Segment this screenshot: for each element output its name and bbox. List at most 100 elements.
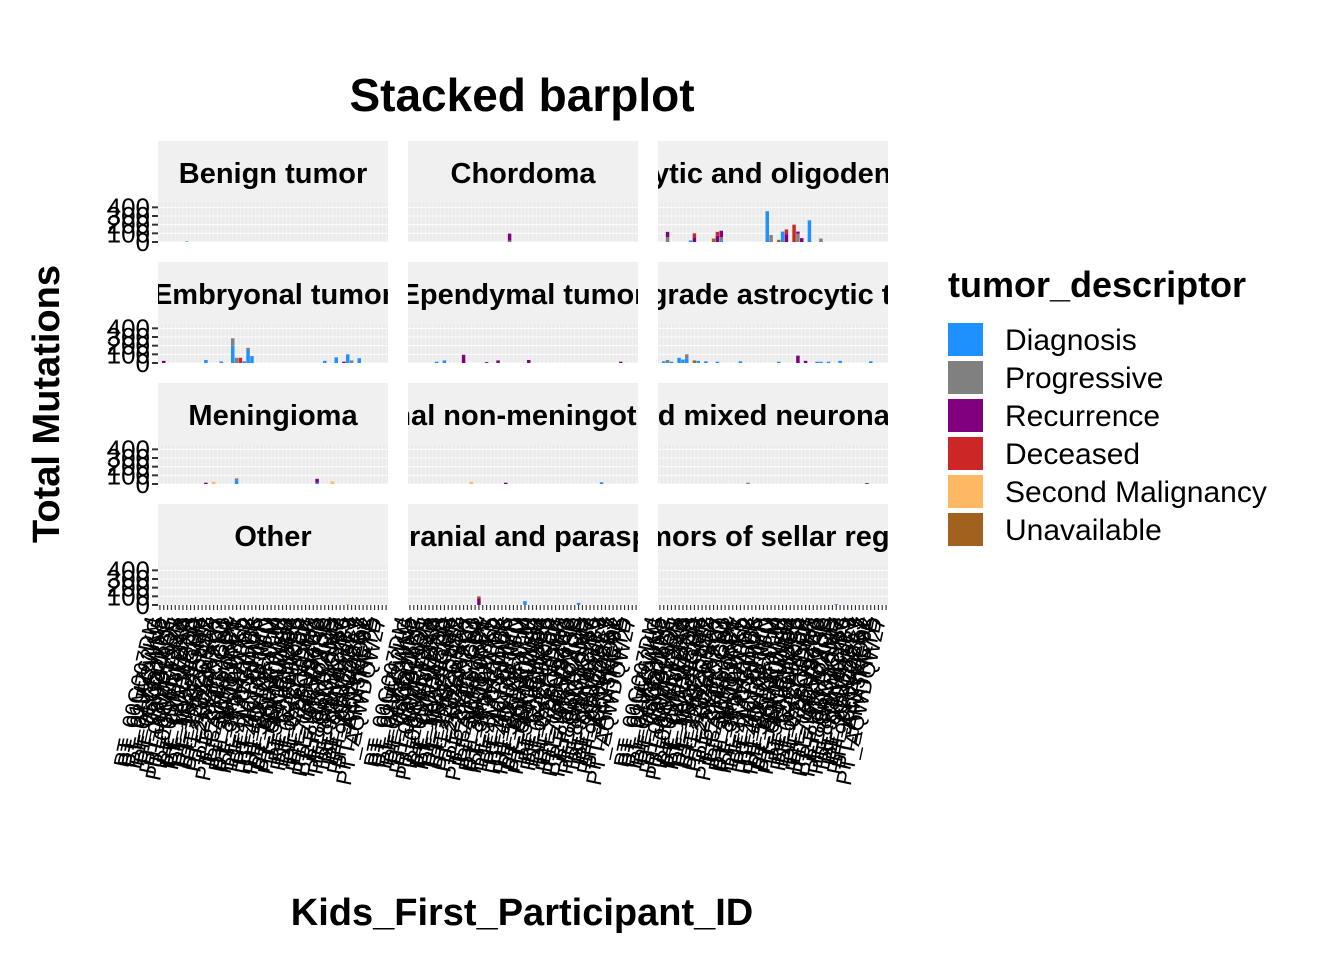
bar-segment-second-malignancy bbox=[469, 481, 473, 484]
bar-segment-deceased bbox=[784, 229, 789, 235]
facet-strip bbox=[658, 262, 888, 324]
bar-segment-deceased bbox=[792, 224, 796, 242]
facet-neuronal-and-mixed-neuronal-glial-tumor: Neuronal and mixed neuronal-glial tumor bbox=[490, 383, 1056, 485]
facet-plot-background bbox=[158, 445, 388, 484]
legend-swatch-recurrence bbox=[948, 399, 983, 432]
facet-chordoma: Chordoma bbox=[408, 141, 638, 243]
bar-segment-progressive bbox=[769, 235, 773, 242]
legend-label-deceased: Deceased bbox=[1005, 438, 1140, 471]
bar-segment-recurrence bbox=[715, 235, 720, 242]
legend-label-recurrence: Recurrence bbox=[1005, 400, 1160, 433]
legend-label-diagnosis: Diagnosis bbox=[1005, 324, 1137, 357]
bar-segment-diagnosis bbox=[599, 482, 604, 484]
facet-strip-label: Tumors of cranial and paraspinal nerves bbox=[245, 521, 800, 553]
bar-segment-recurrence bbox=[803, 360, 808, 363]
bar-segment-recurrence bbox=[477, 598, 481, 605]
y-tick-label: 200 bbox=[107, 331, 150, 361]
bar-segment-deceased bbox=[715, 231, 720, 236]
facet-strip-label: Ependymal tumor bbox=[401, 279, 646, 311]
facet-plot-background bbox=[408, 324, 638, 363]
y-tick-label: 0 bbox=[136, 590, 150, 620]
bar-segment-diagnosis bbox=[662, 361, 666, 363]
bar-segment-diagnosis bbox=[715, 361, 720, 363]
y-tick-label: 100 bbox=[107, 339, 150, 369]
bar-segment-unavailable bbox=[477, 596, 481, 599]
legend-items: Diagnosis Progressive Recurrence Deceased Se… bbox=[948, 323, 1267, 547]
bar-segment-deceased bbox=[238, 357, 243, 363]
y-tick-label: 200 bbox=[107, 452, 150, 482]
bar-segment-recurrence bbox=[796, 231, 800, 234]
bar-segment-progressive bbox=[349, 360, 354, 363]
bar-segment-diagnosis bbox=[719, 240, 723, 242]
bar-segment-diagnosis bbox=[838, 360, 842, 363]
bar-segment-diagnosis bbox=[677, 357, 681, 363]
y-tick-label: 400 bbox=[107, 192, 150, 222]
bar-segment-diagnosis bbox=[576, 602, 581, 605]
facet-strip bbox=[408, 504, 638, 566]
facet-strip-label: Chordoma bbox=[451, 158, 597, 190]
facet-plot-background bbox=[658, 445, 888, 484]
bar-segment-diagnosis bbox=[234, 480, 239, 484]
y-axis-title: Total Mutations bbox=[26, 265, 68, 543]
bar-segment-unavailable bbox=[777, 239, 781, 242]
y-tick-label: 100 bbox=[107, 581, 150, 611]
bar-segment-recurrence bbox=[162, 360, 166, 363]
bar-segment-progressive bbox=[719, 237, 723, 241]
bar-segment-diagnosis bbox=[696, 360, 700, 363]
bar-segment-diagnosis bbox=[185, 241, 189, 242]
bar-segment-progressive bbox=[246, 347, 250, 350]
bar-segment-diagnosis bbox=[357, 358, 361, 363]
bar-segment-recurrence bbox=[784, 234, 789, 242]
bar-segment-recurrence bbox=[461, 354, 466, 363]
facet-plot-background bbox=[658, 566, 888, 605]
bar-segment-second-malignancy bbox=[346, 604, 350, 605]
legend: tumor_descriptor Diagnosis Progressive Rec… bbox=[948, 264, 1267, 547]
facet-ependymal-tumor: Ependymal tumor bbox=[401, 262, 646, 364]
facet-panels: Benign tumor0100200300400ChordomaDiffuse… bbox=[107, 141, 1056, 787]
legend-label-unavailable: Unavailable bbox=[1005, 514, 1162, 547]
legend-swatch-unavailable bbox=[948, 513, 983, 546]
facet-strip-label: Meningioma bbox=[188, 400, 358, 432]
legend-swatch-deceased bbox=[948, 437, 983, 470]
bar-segment-deceased bbox=[692, 233, 697, 238]
bar-segment-progressive bbox=[819, 238, 823, 242]
facet-strip bbox=[408, 262, 638, 324]
bar-segment-diagnosis bbox=[815, 361, 819, 363]
legend-label-second-malignancy: Second Malignancy bbox=[1005, 476, 1267, 509]
bar-segment-unavailable bbox=[692, 360, 697, 363]
legend-label-progressive: Progressive bbox=[1005, 362, 1163, 395]
x-axis-ticks: PT_00G007DMPT_01MZ62KGPT_02J5CWN5PT_04V4… bbox=[609, 605, 891, 787]
bar-segment-diagnosis bbox=[807, 220, 812, 242]
bar-segment-diagnosis bbox=[323, 360, 327, 363]
y-tick-label: 300 bbox=[107, 564, 150, 594]
bar-segment-recurrence bbox=[796, 355, 800, 363]
bar-segment-diagnosis bbox=[765, 211, 769, 242]
bar-segment-diagnosis bbox=[826, 361, 831, 363]
bar-segment-recurrence bbox=[507, 233, 512, 241]
bar-segment-recurrence bbox=[665, 231, 670, 238]
bar-segment-diagnosis bbox=[242, 361, 246, 363]
facet-strip bbox=[658, 383, 888, 445]
facet-strip-label: Neuronal and mixed neuronal-glial tumor bbox=[490, 400, 1056, 432]
bar-segment-diagnosis bbox=[435, 361, 439, 363]
bar-segment-diagnosis bbox=[777, 361, 781, 363]
y-tick-label: 100 bbox=[107, 460, 150, 490]
facet-plot-background bbox=[408, 445, 638, 484]
facet-plot-background bbox=[158, 203, 388, 242]
facet-strip-label: Embryonal tumor bbox=[153, 279, 393, 311]
facet-low-grade-astrocytic-tumor: Low-grade astrocytic tumor bbox=[658, 262, 888, 364]
y-tick-label: 300 bbox=[107, 443, 150, 473]
y-tick-label: 200 bbox=[107, 573, 150, 603]
y-tick-label: 300 bbox=[107, 322, 150, 352]
legend-title: tumor_descriptor bbox=[948, 264, 1246, 305]
bar-segment-unavailable bbox=[711, 238, 716, 242]
bar-segment-progressive bbox=[796, 233, 800, 242]
bar-segment-progressive bbox=[685, 354, 689, 359]
bar-segment-progressive bbox=[231, 338, 235, 346]
bar-segment-diagnosis bbox=[346, 354, 350, 363]
y-tick-label: 400 bbox=[107, 313, 150, 343]
bar-segment-diagnosis bbox=[738, 361, 743, 363]
